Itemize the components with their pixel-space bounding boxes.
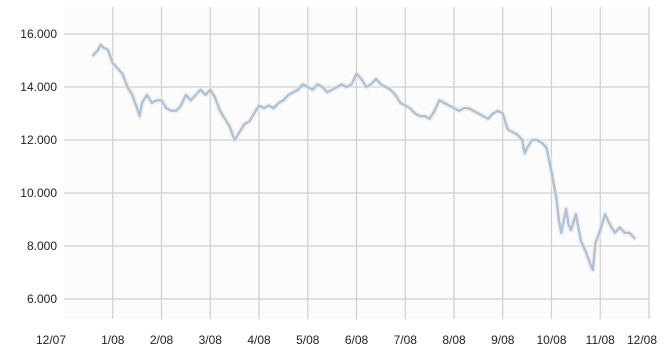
x-tick-label: 6/08 [345,333,369,347]
y-tick-label: 12.000 [20,133,57,147]
series-line [92,43,636,272]
y-axis-tick-labels: 6.000 8.000 10.000 12.000 14.000 16.000 [20,27,57,306]
x-tick-label: 4/08 [247,333,271,347]
gridlines [64,7,650,319]
x-tick-label: 8/08 [442,333,466,347]
x-tick-label: 12/08 [627,333,657,347]
y-tick-label: 8.000 [27,239,57,253]
y-tick-label: 16.000 [20,27,57,41]
x-tick-label: 1/08 [101,333,125,347]
x-axis-tick-labels: 12/07 1/08 2/08 3/08 4/08 5/08 6/08 7/08 8/08 9/0… [36,333,657,347]
y-tick-label: 10.000 [20,186,57,200]
x-tick-label: 9/08 [491,333,515,347]
y-tick-label: 14.000 [20,80,57,94]
series-layer [90,41,638,273]
y-tick-label: 6.000 [27,292,57,306]
x-tick-label: 7/08 [394,333,418,347]
x-tick-label: 3/08 [199,333,223,347]
x-tick-label: 11/08 [586,333,615,347]
x-tick-label: 2/08 [150,333,174,347]
x-tick-label: 5/08 [296,333,320,347]
x-tick-label: 12/07 [36,333,66,347]
x-tick-label: 10/08 [536,333,566,347]
